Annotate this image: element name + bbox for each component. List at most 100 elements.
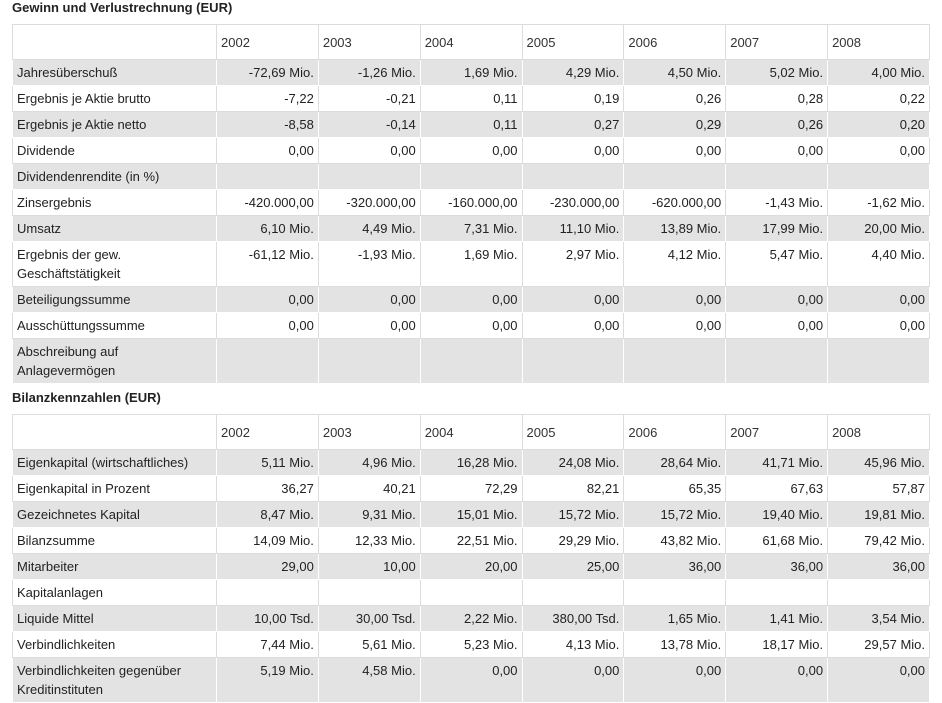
value-cell: 19,40 Mio. xyxy=(725,501,829,528)
value-cell: 0,00 xyxy=(419,657,523,703)
value-cell: 1,41 Mio. xyxy=(725,605,829,632)
value-cell: 0,00 xyxy=(725,286,829,313)
value-cell: 0,00 xyxy=(521,137,625,164)
table-row: Kapitalanlagen xyxy=(12,579,930,606)
header-row: 2002 2003 2004 2005 2006 2007 2008 xyxy=(12,24,930,60)
value-cell: 15,72 Mio. xyxy=(623,501,727,528)
value-cell: -1,62 Mio. xyxy=(827,189,930,216)
empty-cell xyxy=(419,579,523,606)
row-label: Dividende xyxy=(12,137,217,164)
row-label: Liquide Mittel xyxy=(12,605,217,632)
column-header: 2007 xyxy=(725,414,829,450)
value-cell: -320.000,00 xyxy=(317,189,421,216)
value-cell: -1,26 Mio. xyxy=(317,59,421,86)
column-header: 2003 xyxy=(317,414,421,450)
empty-cell xyxy=(521,163,625,190)
empty-cell xyxy=(419,338,523,384)
value-cell: 9,31 Mio. xyxy=(317,501,421,528)
value-cell: 0,00 xyxy=(827,137,930,164)
value-cell: -0,21 xyxy=(317,85,421,112)
row-label: Gezeichnetes Kapital xyxy=(12,501,217,528)
value-cell: 0,00 xyxy=(317,137,421,164)
column-header: 2006 xyxy=(623,414,727,450)
value-cell: 0,00 xyxy=(623,286,727,313)
value-cell: 380,00 Tsd. xyxy=(521,605,625,632)
value-cell: 20,00 Mio. xyxy=(827,215,930,242)
value-cell: 40,21 xyxy=(317,475,421,502)
empty-cell xyxy=(725,163,829,190)
value-cell: 0,00 xyxy=(419,286,523,313)
value-cell: 0,26 xyxy=(623,85,727,112)
column-header: 2003 xyxy=(317,24,421,60)
table-row: Ergebnis je Aktie netto -8,58 -0,14 0,11 0,2… xyxy=(12,111,930,138)
row-label: Kapitalanlagen xyxy=(12,579,217,606)
value-cell: 14,09 Mio. xyxy=(216,527,319,554)
empty-cell xyxy=(521,579,625,606)
value-cell: 0,00 xyxy=(623,657,727,703)
value-cell: 0,00 xyxy=(419,312,523,339)
column-header: 2002 xyxy=(216,414,319,450)
value-cell: 10,00 xyxy=(317,553,421,580)
value-cell: 0,00 xyxy=(419,137,523,164)
value-cell: 0,00 xyxy=(827,286,930,313)
value-cell: 1,65 Mio. xyxy=(623,605,727,632)
value-cell: 0,11 xyxy=(419,85,523,112)
value-cell: -0,14 xyxy=(317,111,421,138)
value-cell: 61,68 Mio. xyxy=(725,527,829,554)
value-cell: 1,69 Mio. xyxy=(419,59,523,86)
table-row: Dividende 0,00 0,00 0,00 0,00 0,00 0,00 0,00 xyxy=(12,137,930,164)
value-cell: 0,00 xyxy=(725,312,829,339)
value-cell: 18,17 Mio. xyxy=(725,631,829,658)
empty-cell xyxy=(827,163,930,190)
empty-cell xyxy=(827,338,930,384)
value-cell: 2,22 Mio. xyxy=(419,605,523,632)
row-label: Beteiligungssumme xyxy=(12,286,217,313)
value-cell: 12,33 Mio. xyxy=(317,527,421,554)
value-cell: 16,28 Mio. xyxy=(419,449,523,476)
value-cell: 15,72 Mio. xyxy=(521,501,625,528)
row-label: Abschreibung auf Anlagevermögen xyxy=(12,338,217,384)
value-cell: 15,01 Mio. xyxy=(419,501,523,528)
value-cell: 4,58 Mio. xyxy=(317,657,421,703)
column-header: 2008 xyxy=(827,24,930,60)
table-row: Eigenkapital in Prozent 36,27 40,21 72,29 82… xyxy=(12,475,930,502)
empty-cell xyxy=(623,163,727,190)
value-cell: 13,89 Mio. xyxy=(623,215,727,242)
value-cell: 5,47 Mio. xyxy=(725,241,829,287)
value-cell: 6,10 Mio. xyxy=(216,215,319,242)
value-cell: -420.000,00 xyxy=(216,189,319,216)
value-cell: 29,29 Mio. xyxy=(521,527,625,554)
value-cell: 36,00 xyxy=(725,553,829,580)
value-cell: 5,23 Mio. xyxy=(419,631,523,658)
row-label: Dividendenrendite (in %) xyxy=(12,163,217,190)
value-cell: -1,93 Mio. xyxy=(317,241,421,287)
value-cell: 0,00 xyxy=(216,312,319,339)
value-cell: 0,00 xyxy=(623,312,727,339)
value-cell: 22,51 Mio. xyxy=(419,527,523,554)
table-row: Ergebnis je Aktie brutto -7,22 -0,21 0,11 0,… xyxy=(12,85,930,112)
row-label: Bilanzsumme xyxy=(12,527,217,554)
value-cell: 10,00 Tsd. xyxy=(216,605,319,632)
value-cell: 0,00 xyxy=(317,286,421,313)
row-label: Mitarbeiter xyxy=(12,553,217,580)
table-row: Umsatz 6,10 Mio. 4,49 Mio. 7,31 Mio. 11,10 M… xyxy=(12,215,930,242)
value-cell: 29,00 xyxy=(216,553,319,580)
row-label: Ergebnis der gew. Geschäftstätigkeit xyxy=(12,241,217,287)
value-cell: -8,58 xyxy=(216,111,319,138)
value-cell: 4,13 Mio. xyxy=(521,631,625,658)
row-label: Ausschüttungssumme xyxy=(12,312,217,339)
value-cell: 0,29 xyxy=(623,111,727,138)
value-cell: -61,12 Mio. xyxy=(216,241,319,287)
value-cell: 29,57 Mio. xyxy=(827,631,930,658)
value-cell: 36,27 xyxy=(216,475,319,502)
value-cell: 11,10 Mio. xyxy=(521,215,625,242)
row-label: Ergebnis je Aktie brutto xyxy=(12,85,217,112)
value-cell: -160.000,00 xyxy=(419,189,523,216)
value-cell: 0,19 xyxy=(521,85,625,112)
table-row: Liquide Mittel 10,00 Tsd. 30,00 Tsd. 2,22 M… xyxy=(12,605,930,632)
section-title: Gewinn und Verlustrechnung (EUR) xyxy=(12,0,233,15)
value-cell: 43,82 Mio. xyxy=(623,527,727,554)
row-label: Verbindlichkeiten gegenüber Kreditinstit… xyxy=(12,657,217,703)
empty-cell xyxy=(317,579,421,606)
